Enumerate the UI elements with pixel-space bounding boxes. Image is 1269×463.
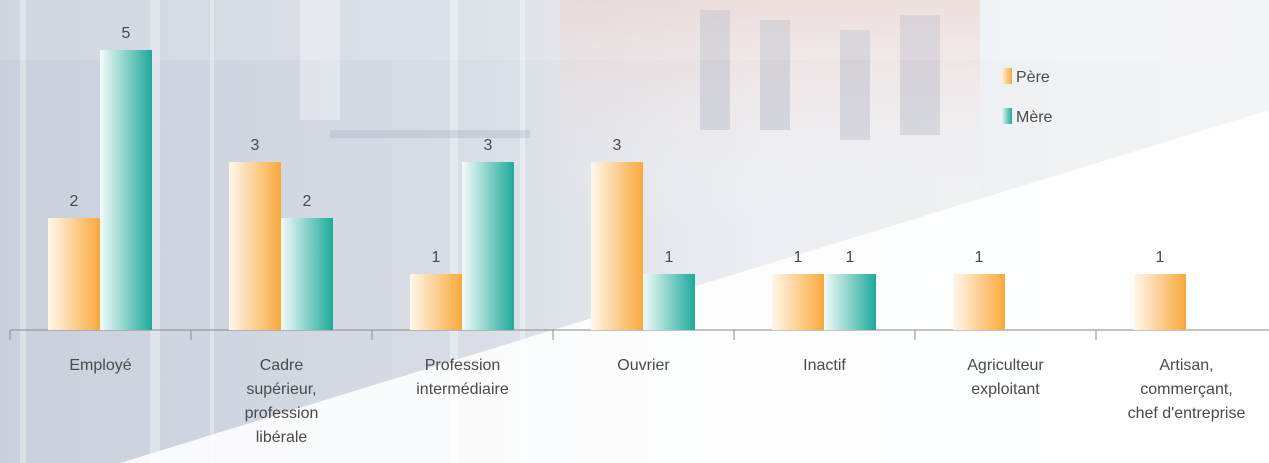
legend-label-pere: Père bbox=[1016, 69, 1050, 86]
value-label-pere: 2 bbox=[70, 193, 79, 210]
category-label-line: profession bbox=[245, 405, 319, 422]
legend-swatch-pere bbox=[1001, 68, 1012, 84]
value-labels: 2 5 3 2 1 3 3 1 1 1 1 1 bbox=[70, 25, 1165, 266]
value-label-mere: 3 bbox=[484, 137, 493, 154]
x-axis-ticks bbox=[9, 330, 1097, 340]
category-label: Artisan, commerçant, chef d'entreprise bbox=[1128, 357, 1246, 422]
category-label-line: libérale bbox=[256, 429, 308, 446]
category-label-line: Agriculteur bbox=[967, 357, 1044, 374]
category-label: Cadre supérieur, profession libérale bbox=[245, 357, 319, 446]
value-label-pere: 3 bbox=[613, 137, 622, 154]
bar-pere bbox=[410, 274, 462, 330]
bar-pere bbox=[772, 274, 824, 330]
bar-mere bbox=[643, 274, 695, 330]
legend-item-pere: Père bbox=[1001, 68, 1050, 86]
category-label-line: exploitant bbox=[971, 381, 1040, 398]
bar-mere bbox=[824, 274, 876, 330]
value-label-pere: 1 bbox=[794, 249, 803, 266]
category-label-line: supérieur, bbox=[246, 381, 316, 398]
category-label: Agriculteur exploitant bbox=[967, 357, 1044, 398]
bar-mere bbox=[281, 218, 333, 330]
category-label-line: intermédiaire bbox=[416, 381, 509, 398]
bar-pere bbox=[1134, 274, 1186, 330]
value-label-mere: 2 bbox=[303, 193, 312, 210]
category-label-line: Cadre bbox=[260, 357, 304, 374]
category-label-line: Inactif bbox=[803, 357, 846, 374]
value-label-pere: 1 bbox=[975, 249, 984, 266]
value-label-mere: 1 bbox=[846, 249, 855, 266]
category-label-line: commerçant, bbox=[1140, 381, 1232, 398]
category-label-line: Employé bbox=[69, 357, 131, 374]
bar-pere bbox=[591, 162, 643, 330]
bars bbox=[48, 50, 1186, 330]
value-label-pere: 1 bbox=[1156, 249, 1165, 266]
bar-mere bbox=[462, 162, 514, 330]
category-label-line: Profession bbox=[425, 357, 501, 374]
value-label-mere: 5 bbox=[122, 25, 131, 42]
value-label-mere: 1 bbox=[665, 249, 674, 266]
category-label-line: Ouvrier bbox=[617, 357, 670, 374]
value-label-pere: 3 bbox=[251, 137, 260, 154]
legend-item-mere: Mère bbox=[1001, 108, 1053, 126]
bar-pere bbox=[229, 162, 281, 330]
category-label: Profession intermédiaire bbox=[416, 357, 509, 398]
legend-label-mere: Mère bbox=[1016, 109, 1053, 126]
category-label-line: Artisan, bbox=[1159, 357, 1213, 374]
bar-mere bbox=[100, 50, 152, 330]
bar-pere bbox=[953, 274, 1005, 330]
category-label-line: chef d'entreprise bbox=[1128, 405, 1246, 422]
category-label: Ouvrier bbox=[617, 357, 670, 374]
value-label-pere: 1 bbox=[432, 249, 441, 266]
bar-pere bbox=[48, 218, 100, 330]
category-label: Inactif bbox=[803, 357, 846, 374]
legend: Père Mère bbox=[1001, 68, 1053, 126]
legend-swatch-mere bbox=[1001, 108, 1012, 124]
category-labels: Employé Cadre supérieur, profession libérale… bbox=[69, 357, 1245, 446]
category-label: Employé bbox=[69, 357, 131, 374]
